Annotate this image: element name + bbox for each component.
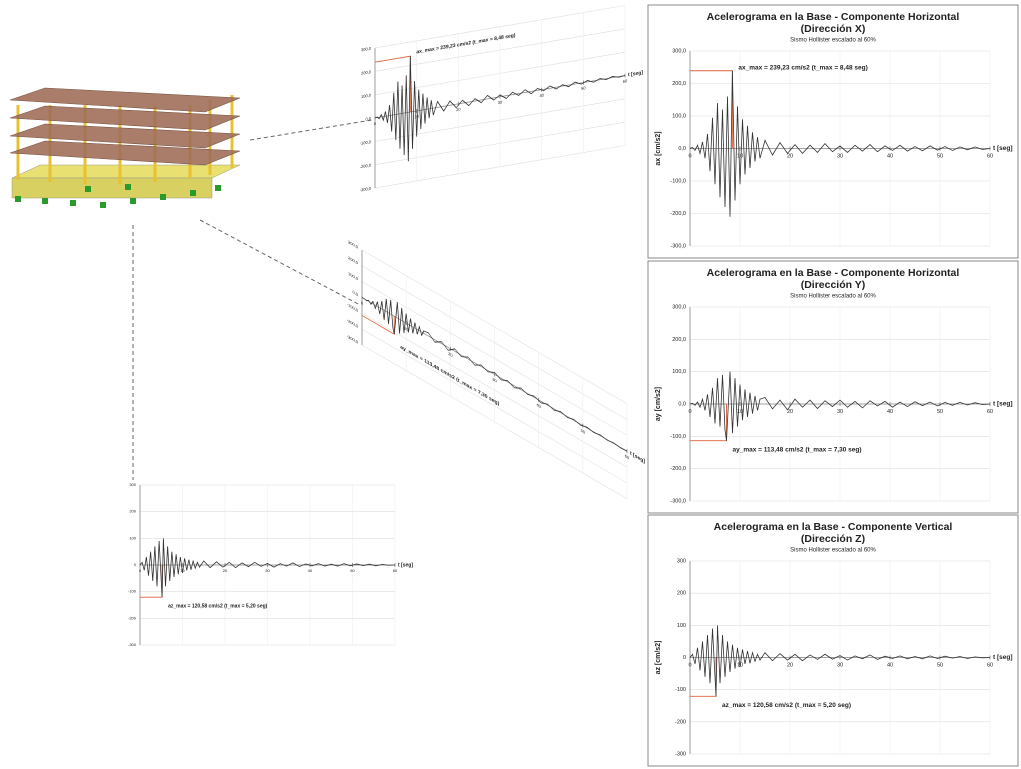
y-tick-label: 100,0 (672, 113, 686, 119)
y-tick-label: 300,0 (348, 239, 359, 250)
x-tick-label: 60 (393, 568, 398, 573)
peak-marker (140, 565, 162, 597)
x-tick-label: 60 (987, 153, 993, 159)
x-tick-label: 60 (987, 409, 993, 415)
x-tick-label: 40 (308, 568, 313, 573)
y-tick-label: 0,0 (678, 146, 686, 152)
chart-subtitle: Sismo Hollister escalado al 60% (790, 38, 876, 44)
x-axis-label: t [seg] (628, 70, 643, 79)
y-tick-label: 0,0 (365, 116, 371, 122)
y-tick-label: 200 (677, 591, 686, 597)
y-tick-label: -200,0 (360, 162, 372, 169)
x-tick-label: 60 (987, 662, 993, 668)
y-tick-label: 100 (129, 535, 136, 540)
chart-title: Acelerograma en la Base - Componente Hor… (707, 11, 960, 23)
peak-annotation: az_max = 120,58 cm/s2 (t_max = 5,20 seg) (722, 702, 851, 709)
x-axis-label: t [seg] (630, 451, 645, 465)
y-tick-label: -300,0 (360, 186, 372, 193)
y-tick-label: -200,0 (670, 466, 686, 472)
y-tick-label: 0 (134, 562, 137, 567)
peak-annotation: ay_max = 113,48 cm/s2 (t_max = 7,30 seg) (733, 446, 862, 453)
y-tick-label: 0,0 (352, 289, 358, 297)
x-tick-label: 10 (414, 113, 419, 119)
y-tick-label: -300,0 (347, 333, 359, 345)
chart-panel: Acelerograma en la Base - Componente Hor… (648, 261, 1018, 513)
chart-panel: Acelerograma en la Base - Componente Hor… (648, 5, 1018, 258)
chart-subtitle: Sismo Hollister escalado al 60% (790, 548, 876, 554)
chart-subtitle: Sismo Hollister escalado al 60% (790, 294, 876, 300)
y-tick-label: -200 (675, 719, 686, 725)
y-tick-label: 300 (677, 558, 686, 564)
y-tick-label: 300 (129, 482, 136, 487)
y-tick-label: 100 (677, 623, 686, 629)
chart-title: (Dirección X) (801, 23, 866, 35)
x-axis-label: t [seg] (993, 654, 1013, 661)
y-tick-label: -100 (675, 687, 686, 693)
x-tick-label: 20 (223, 568, 228, 573)
x-tick-label: 50 (937, 662, 943, 668)
x-axis-label: t [seg] (398, 562, 413, 568)
x-tick-label: 50 (581, 85, 586, 91)
y-tick-label: -300,0 (670, 243, 686, 249)
chart-title: (Dirección Y) (801, 279, 866, 291)
y-tick-label: 200,0 (361, 69, 372, 76)
x-tick-label: 30 (837, 153, 843, 159)
projected-accelerogram: -300,0-200,0-100,00,0100,0200,0300,00102… (347, 238, 645, 511)
peak-annotation: az_max = 120,58 cm/s2 (t_max = 5,20 seg) (168, 603, 268, 609)
building-model (10, 88, 240, 208)
x-tick-label: 20 (787, 153, 793, 159)
y-tick-label: 100,0 (672, 369, 686, 375)
x-tick-label: 30 (837, 409, 843, 415)
figure: Acelerograma en la Base - Componente Hor… (0, 0, 1021, 769)
x-tick-label: 50 (350, 568, 355, 573)
y-tick-label: 200,0 (348, 255, 359, 266)
y-axis-label: ax [cm/s2] (655, 131, 662, 165)
y-tick-label: 0 (683, 655, 686, 661)
y-tick-label: 200 (129, 509, 136, 514)
x-tick-label: 40 (539, 92, 544, 98)
y-tick-label: -300 (128, 642, 137, 647)
x-tick-label: 50 (937, 409, 943, 415)
x-tick-label: 30 (265, 568, 270, 573)
peak-annotation: ax_max = 239,23 cm/s2 (t_max = 8,48 seg) (416, 33, 515, 56)
x-tick-label: 50 (937, 153, 943, 159)
y-tick-label: -100 (128, 589, 137, 594)
projected-accelerogram: -300-200-10001002003000102030405060t [se… (128, 482, 413, 647)
y-tick-label: 100,0 (361, 92, 372, 99)
y-tick-label: -300,0 (670, 498, 686, 504)
y-tick-label: -100,0 (670, 178, 686, 184)
x-tick-label: 60 (623, 78, 628, 84)
y-tick-label: -100,0 (670, 434, 686, 440)
peak-annotation: ax_max = 239,23 cm/s2 (t_max = 8,48 seg) (738, 64, 867, 71)
y-tick-label: -200,0 (347, 318, 359, 330)
y-tick-label: 300,0 (361, 46, 372, 53)
y-tick-label: 100,0 (348, 271, 359, 282)
x-axis-label: t [seg] (993, 401, 1013, 408)
x-tick-label: 40 (887, 662, 893, 668)
x-axis-label: t [seg] (993, 145, 1013, 152)
y-tick-label: 200,0 (672, 81, 686, 87)
x-tick-label: 40 (887, 153, 893, 159)
y-tick-label: -100,0 (360, 139, 372, 146)
chart-title: Acelerograma en la Base - Componente Ver… (714, 521, 953, 533)
x-tick-label: 30 (837, 662, 843, 668)
x-tick-label: 40 (887, 409, 893, 415)
projected-accelerogram: -300,0-200,0-100,00,0100,0200,0300,00102… (360, 0, 644, 193)
y-tick-label: 0,0 (678, 401, 686, 407)
y-tick-label: -200 (128, 615, 137, 620)
chart-title: (Dirección Z) (801, 533, 865, 545)
y-tick-label: 200,0 (672, 337, 686, 343)
x-axis (362, 298, 627, 452)
y-axis-label: ay [cm/s2] (655, 387, 662, 421)
y-tick-label: 300,0 (672, 304, 686, 310)
y-tick-label: -200,0 (670, 211, 686, 217)
y-tick-label: 300,0 (672, 48, 686, 54)
x-tick-label: 20 (787, 662, 793, 668)
chart-title: Acelerograma en la Base - Componente Hor… (707, 267, 960, 279)
x-tick-label: 10 (737, 153, 743, 159)
y-axis-label: az [cm/s2] (655, 641, 662, 675)
chart-panel: Acelerograma en la Base - Componente Ver… (648, 515, 1018, 766)
y-tick-label: -300 (675, 751, 686, 757)
x-tick-label: 30 (498, 99, 503, 105)
